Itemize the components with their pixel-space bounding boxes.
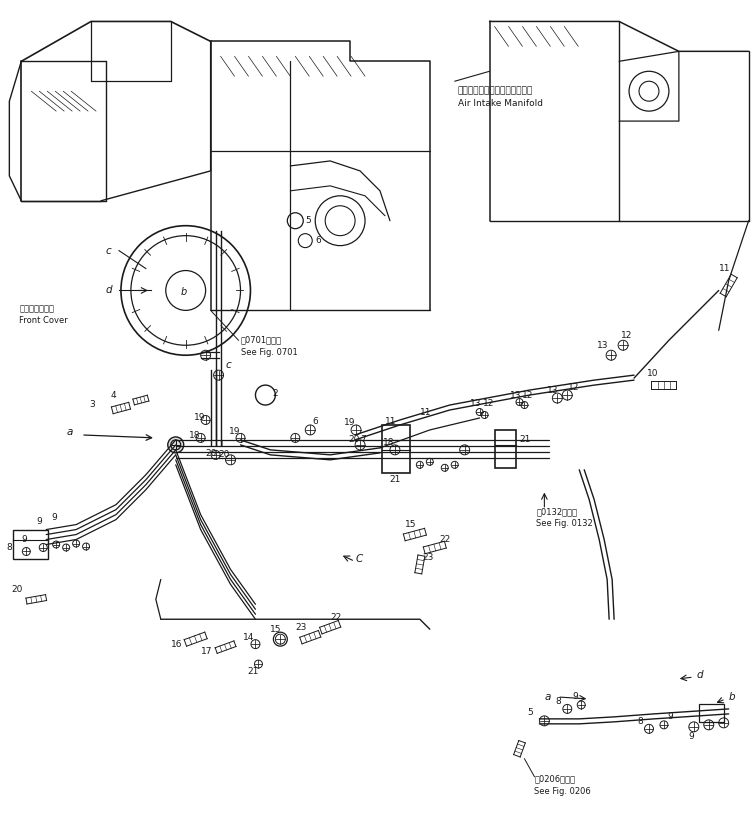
Text: 7: 7 (360, 435, 365, 444)
Text: 14: 14 (242, 633, 254, 642)
Text: 17: 17 (201, 647, 212, 656)
Text: 13: 13 (470, 399, 481, 408)
Text: 9: 9 (572, 692, 578, 701)
Text: 3: 3 (89, 399, 95, 409)
Text: 第0132図参照: 第0132図参照 (536, 507, 578, 516)
Text: フロントカバー: フロントカバー (20, 304, 54, 313)
Text: 9: 9 (21, 535, 27, 544)
Text: 13: 13 (597, 341, 608, 350)
Text: 21: 21 (520, 435, 531, 444)
Text: d: d (697, 670, 703, 680)
Text: 18: 18 (383, 438, 395, 447)
Text: 19: 19 (194, 414, 205, 423)
Text: 19: 19 (229, 428, 240, 437)
Text: 20: 20 (11, 585, 23, 594)
Text: 13: 13 (547, 385, 559, 394)
Text: See Fig. 0206: See Fig. 0206 (535, 787, 591, 796)
Text: 15: 15 (405, 520, 417, 529)
Text: 5: 5 (527, 709, 533, 717)
Bar (495, 430, 517, 468)
Text: 21: 21 (390, 476, 401, 485)
Text: 5: 5 (305, 216, 311, 225)
Text: 20: 20 (219, 451, 230, 459)
Text: a: a (66, 427, 72, 437)
Text: c: c (106, 246, 112, 256)
Text: 1: 1 (219, 441, 224, 449)
Text: Front Cover: Front Cover (20, 316, 68, 325)
Text: 16: 16 (171, 639, 182, 648)
Text: 23: 23 (423, 553, 434, 562)
Text: 20: 20 (205, 449, 217, 458)
Text: 8: 8 (555, 697, 561, 706)
Text: 12: 12 (521, 390, 533, 399)
Text: 20: 20 (348, 435, 359, 444)
Text: 6: 6 (315, 237, 321, 245)
Text: 8: 8 (637, 717, 643, 726)
Text: エアーインテークマニホールド: エアーインテークマニホールド (458, 87, 533, 96)
Text: 10: 10 (647, 369, 659, 378)
Bar (382, 425, 410, 473)
Text: 22: 22 (440, 535, 451, 544)
Text: d: d (106, 285, 113, 295)
Text: c: c (226, 361, 232, 370)
Text: 9: 9 (36, 517, 42, 526)
Text: 6: 6 (312, 418, 318, 427)
Text: 第0701図参照: 第0701図参照 (241, 336, 282, 345)
Text: 13: 13 (510, 390, 521, 399)
Text: 12: 12 (621, 331, 632, 340)
Text: 11: 11 (420, 408, 432, 417)
Text: 12: 12 (483, 399, 494, 408)
Text: b: b (729, 692, 735, 702)
Bar (699, 704, 723, 722)
Text: 23: 23 (296, 623, 307, 632)
Text: 9: 9 (689, 732, 695, 741)
Text: 21: 21 (247, 667, 259, 676)
Text: 19: 19 (344, 418, 356, 428)
Text: 9: 9 (51, 513, 57, 522)
Text: b: b (180, 288, 186, 298)
Text: See Fig. 0132: See Fig. 0132 (536, 519, 593, 528)
Text: 12: 12 (569, 383, 580, 392)
Text: C: C (355, 554, 362, 565)
Text: 22: 22 (330, 613, 341, 622)
Text: Air Intake Manifold: Air Intake Manifold (458, 98, 543, 108)
Text: 11: 11 (719, 264, 730, 273)
Text: a: a (544, 692, 550, 702)
Text: 8: 8 (6, 543, 12, 552)
Circle shape (168, 437, 183, 453)
Text: 9: 9 (667, 712, 673, 721)
Text: 18: 18 (189, 432, 200, 441)
Text: 11: 11 (385, 418, 396, 427)
Text: See Fig. 0701: See Fig. 0701 (241, 347, 297, 356)
Text: 4: 4 (111, 390, 117, 399)
Text: 15: 15 (271, 624, 282, 633)
Bar (14, 529, 48, 559)
Text: 第0206図参照: 第0206図参照 (535, 774, 575, 783)
Text: 2: 2 (272, 389, 278, 398)
